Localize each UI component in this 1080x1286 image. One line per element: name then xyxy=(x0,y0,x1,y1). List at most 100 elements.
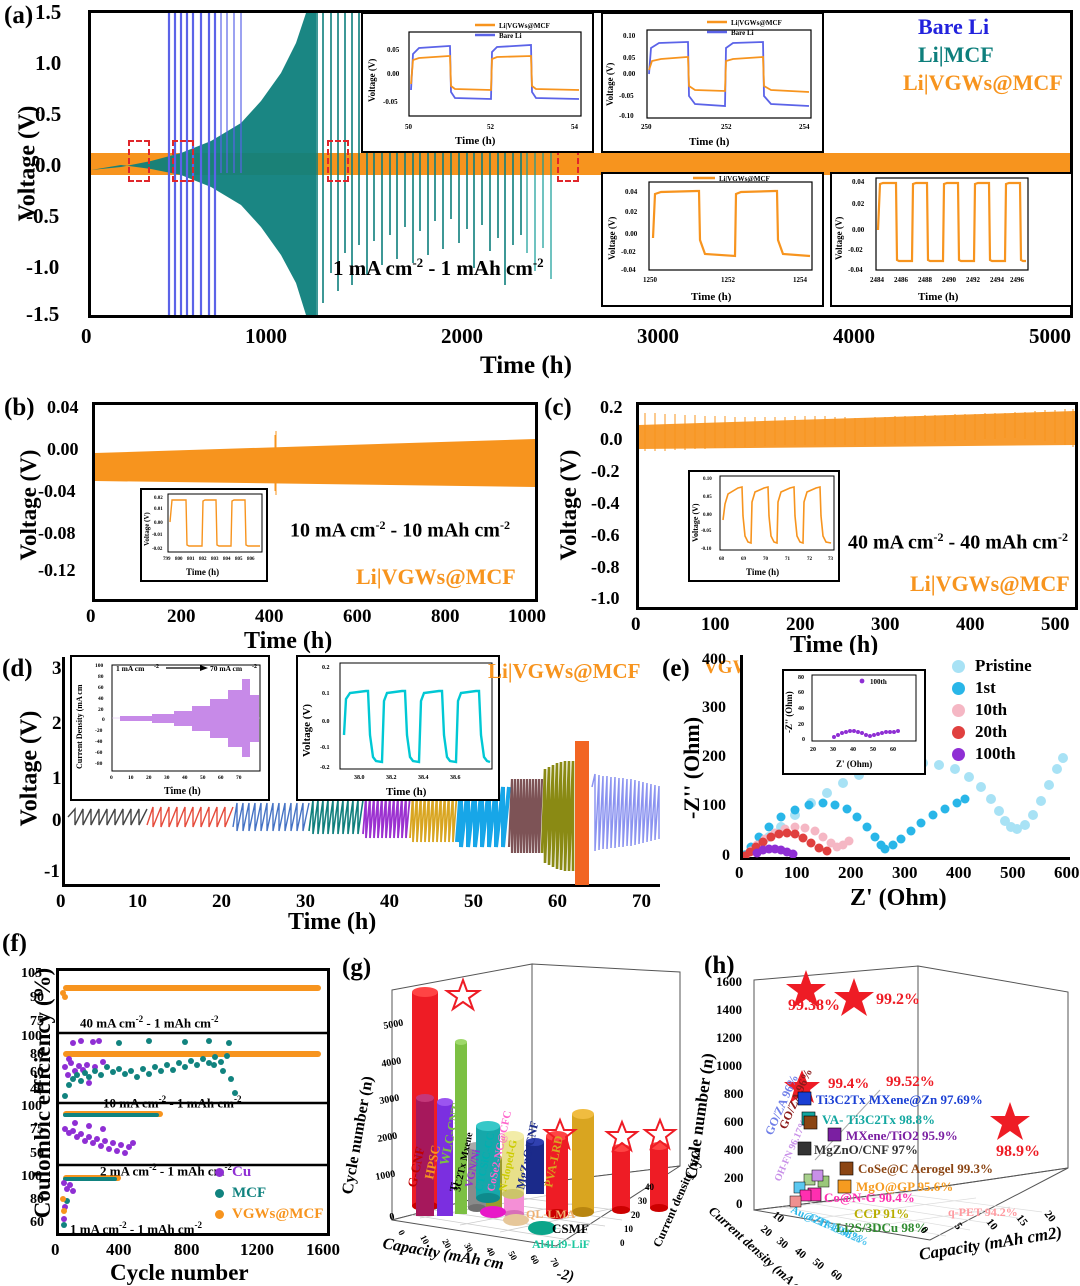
panel-b-xtick-0: 0 xyxy=(86,606,96,627)
svg-text:40: 40 xyxy=(850,747,856,753)
panel-b-xtick-1: 200 xyxy=(167,606,196,627)
bar-mgzno-cnf xyxy=(526,1138,544,1194)
panel-f-s3-ytick-2: 50 xyxy=(30,1146,44,1161)
svg-text:1250: 1250 xyxy=(643,276,658,284)
legend-marker-cu xyxy=(215,1168,224,1177)
panel-f-annotation-1mA: 1 mA cm-2 - 1 mAh cm-2 xyxy=(70,1220,202,1237)
svg-text:0.10: 0.10 xyxy=(623,32,636,40)
panel-b-xtick-5: 1000 xyxy=(508,606,546,627)
panel-c-xtick-3: 300 xyxy=(871,614,900,635)
panel-a-legend-li-mcf: Li|MCF xyxy=(918,42,994,67)
panel-h-item-ti3c2tx-mxene-zn: Ti3C2Tx MXene@Zn 97.69% xyxy=(816,1092,983,1107)
panel-a-zoom-marker-2 xyxy=(172,140,194,182)
panel-h-item-va-ti3c2tx: VA- Ti3C2Tx 98.8% xyxy=(822,1112,935,1127)
svg-text:30: 30 xyxy=(830,747,836,753)
svg-text:2488: 2488 xyxy=(918,276,933,284)
svg-text:70: 70 xyxy=(763,557,769,562)
panel-a-inset-2484h: 0.04 0.02 0.00 -0.02 -0.04 2484 2486 248… xyxy=(830,172,1073,307)
svg-text:38.6: 38.6 xyxy=(450,775,461,781)
svg-text:40: 40 xyxy=(798,706,804,712)
svg-text:20: 20 xyxy=(810,747,816,753)
svg-text:0: 0 xyxy=(110,775,113,781)
svg-text:0.02: 0.02 xyxy=(625,208,638,216)
panel-f-s2-ytick-2: 60 xyxy=(30,1065,44,1080)
panel-h-ztick-800: 800 xyxy=(724,1086,744,1101)
panel-c-xtick-4: 400 xyxy=(956,614,985,635)
panel-h-item-li2s-3dcu: Li2S/3DCu 98% xyxy=(836,1220,927,1235)
panel-h-star-label-989: 98.9% xyxy=(996,1143,1040,1160)
panel-c-condition-annotation: 40 mA cm-2 - 40 mAh cm-2 xyxy=(848,530,1068,554)
svg-text:0.00: 0.00 xyxy=(623,70,636,78)
svg-text:0.00: 0.00 xyxy=(852,226,865,234)
bar-magenta-small xyxy=(480,1206,506,1218)
panel-d-label: (d) xyxy=(2,655,33,682)
svg-text:0.2: 0.2 xyxy=(322,665,330,671)
svg-text:10: 10 xyxy=(128,775,134,781)
svg-text:50: 50 xyxy=(200,775,206,781)
panel-c-inset: 0.10 0.05 0.00 -0.05 -0.10 68 69 70 71 7… xyxy=(688,470,840,582)
svg-text:0: 0 xyxy=(802,737,805,743)
svg-text:40: 40 xyxy=(792,1245,809,1262)
svg-text:Voltage (V): Voltage (V) xyxy=(834,217,844,260)
bar-n-doped-g xyxy=(502,1131,524,1199)
panel-e-inset: 80 60 40 20 0 20 30 40 50 60 -Z'' (Ohm) … xyxy=(782,669,926,775)
panel-c-ytick-1: 0.0 xyxy=(600,429,623,449)
svg-text:10: 10 xyxy=(624,1224,634,1234)
svg-text:Time (h): Time (h) xyxy=(689,136,730,148)
panel-d-ylabel: Voltage (V) xyxy=(16,710,43,827)
panel-e-legend-label-pristine: Pristine xyxy=(975,656,1032,675)
panel-d-xtick-1: 10 xyxy=(128,891,147,912)
svg-text:802: 802 xyxy=(199,557,207,562)
svg-text:0.10: 0.10 xyxy=(703,477,712,482)
svg-text:52: 52 xyxy=(487,123,495,131)
legend-marker-pristine xyxy=(952,659,965,673)
svg-text:0.00: 0.00 xyxy=(154,521,163,526)
panel-d-xtick-5: 50 xyxy=(464,891,483,912)
svg-text:71: 71 xyxy=(785,557,791,562)
panel-b-xlabel: Time (h) xyxy=(244,628,333,654)
svg-text:Current Density (mA cm: Current Density (mA cm xyxy=(75,684,84,769)
panel-e-ytick-1: 300 xyxy=(702,699,726,716)
panel-a-ytick-2: 0.5 xyxy=(35,102,62,126)
panel-a-xtick-0: 0 xyxy=(81,324,92,348)
panel-c-xtick-1: 100 xyxy=(701,614,730,635)
marker-mgzno-cnf xyxy=(797,1141,812,1156)
svg-text:60: 60 xyxy=(218,775,224,781)
panel-e-xlabel: Z' (Ohm) xyxy=(850,885,947,911)
panel-a-zoom-marker-3 xyxy=(327,140,349,182)
panel-d-inset-voltage-profile: 0.2 0.1 0.0 -0.1 -0.2 38.0 38.2 38.4 38.… xyxy=(296,655,500,801)
svg-text:70: 70 xyxy=(236,775,242,781)
bar-this-work-r2 xyxy=(650,1142,668,1212)
svg-text:Li|VGWs@MCF: Li|VGWs@MCF xyxy=(719,175,770,183)
marker-ti3c2tx-mxene-zn xyxy=(797,1091,812,1106)
panel-f-s3-ytick-1: 75 xyxy=(30,1122,44,1137)
panel-b: (b) Voltage (V) 0.04 0.00 -0.04 -0.08 -0… xyxy=(0,392,546,654)
svg-text:0.02: 0.02 xyxy=(852,200,865,208)
panel-f-s2-ytick-1: 80 xyxy=(30,1047,44,1062)
panel-f-xtick-0: 0 xyxy=(51,1240,60,1259)
panel-d-xtick-0: 0 xyxy=(56,891,66,912)
panel-f-s1-ytick-0: 105 xyxy=(21,966,42,981)
marker-cose-c-aerogel xyxy=(839,1161,854,1176)
svg-text:-2: -2 xyxy=(154,664,159,670)
svg-text:60: 60 xyxy=(798,690,804,696)
panel-h-ztick-1000: 1000 xyxy=(716,1058,742,1073)
svg-text:Voltage (V): Voltage (V) xyxy=(605,63,615,106)
legend-marker-1st xyxy=(952,681,965,695)
panel-e-xtick-0: 0 xyxy=(735,863,744,882)
svg-text:69: 69 xyxy=(741,557,747,562)
panel-d-ytick-2: 1 xyxy=(52,768,62,789)
svg-text:0.00: 0.00 xyxy=(703,513,712,518)
panel-a-ytick-6: -1.5 xyxy=(26,302,60,326)
panel-b-ytick-0: 0.04 xyxy=(47,397,79,417)
svg-text:20: 20 xyxy=(798,722,804,728)
panel-g-zlabel: Cycle number (n) xyxy=(339,1075,377,1196)
svg-text:0: 0 xyxy=(620,1238,625,1248)
panel-c-xtick-0: 0 xyxy=(631,614,641,635)
svg-text:Bare Li: Bare Li xyxy=(731,29,754,37)
panel-h: (h) 1600 1400 1200 1000 800 600 400 xyxy=(680,930,1080,1285)
legend-marker-10th xyxy=(952,703,965,717)
svg-text:0.02: 0.02 xyxy=(154,496,163,501)
panel-c-ylabel: Voltage (V) xyxy=(556,449,581,561)
svg-text:2496: 2496 xyxy=(1010,276,1025,284)
